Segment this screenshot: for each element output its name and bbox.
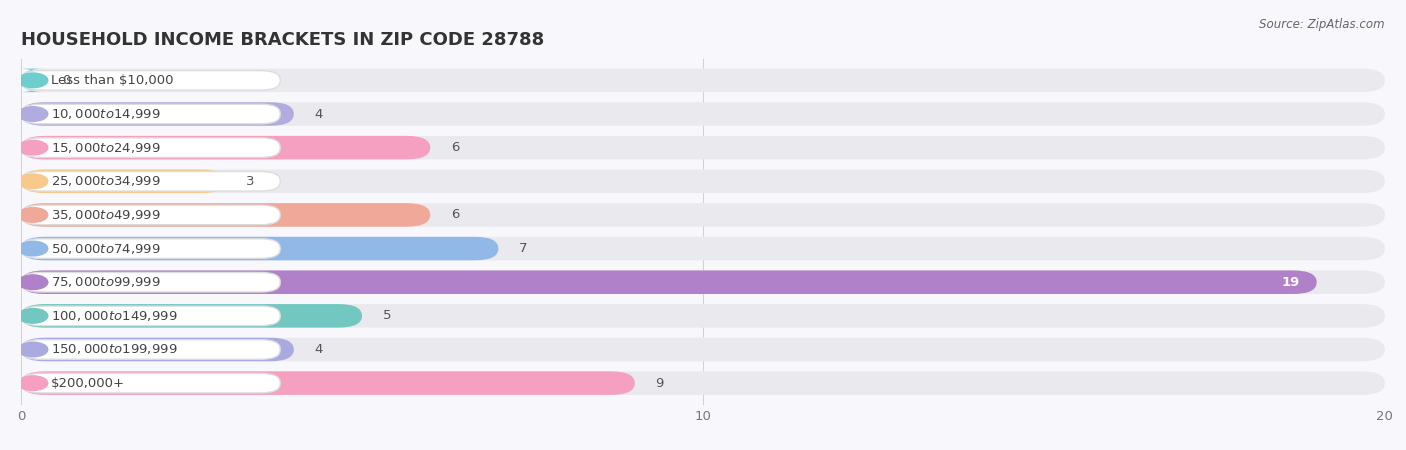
FancyBboxPatch shape [21,205,280,225]
Text: 6: 6 [451,141,460,154]
Text: $150,000 to $199,999: $150,000 to $199,999 [51,342,177,356]
FancyBboxPatch shape [21,203,430,227]
Circle shape [18,376,48,391]
Circle shape [18,174,48,189]
FancyBboxPatch shape [21,239,280,258]
Circle shape [18,309,48,323]
FancyBboxPatch shape [21,104,280,124]
Circle shape [18,140,48,155]
FancyBboxPatch shape [21,371,636,395]
Circle shape [18,207,48,222]
FancyBboxPatch shape [21,340,280,359]
FancyBboxPatch shape [21,138,280,157]
Circle shape [18,241,48,256]
Text: Less than $10,000: Less than $10,000 [51,74,173,87]
FancyBboxPatch shape [21,102,294,126]
Text: $35,000 to $49,999: $35,000 to $49,999 [51,208,160,222]
FancyBboxPatch shape [21,304,363,328]
FancyBboxPatch shape [18,68,45,92]
Text: 9: 9 [655,377,664,390]
FancyBboxPatch shape [21,136,1385,159]
Text: 4: 4 [315,108,323,121]
Text: 5: 5 [382,309,391,322]
Text: $25,000 to $34,999: $25,000 to $34,999 [51,174,160,188]
FancyBboxPatch shape [21,136,430,159]
FancyBboxPatch shape [21,338,1385,361]
Text: 7: 7 [519,242,527,255]
FancyBboxPatch shape [21,237,1385,261]
FancyBboxPatch shape [21,71,280,90]
FancyBboxPatch shape [21,237,499,261]
Text: 6: 6 [451,208,460,221]
Circle shape [18,73,48,88]
Text: 4: 4 [315,343,323,356]
FancyBboxPatch shape [21,338,294,361]
Circle shape [18,275,48,289]
Text: 3: 3 [246,175,254,188]
FancyBboxPatch shape [21,272,280,292]
Text: $200,000+: $200,000+ [51,377,125,390]
Text: $50,000 to $74,999: $50,000 to $74,999 [51,242,160,256]
FancyBboxPatch shape [21,203,1385,227]
FancyBboxPatch shape [21,270,1317,294]
Text: Source: ZipAtlas.com: Source: ZipAtlas.com [1260,18,1385,31]
Text: $15,000 to $24,999: $15,000 to $24,999 [51,141,160,155]
Text: 19: 19 [1281,276,1299,289]
Text: $100,000 to $149,999: $100,000 to $149,999 [51,309,177,323]
Circle shape [18,107,48,122]
FancyBboxPatch shape [21,270,1385,294]
FancyBboxPatch shape [21,68,1385,92]
FancyBboxPatch shape [21,371,1385,395]
Text: 0: 0 [62,74,70,87]
FancyBboxPatch shape [21,306,280,326]
FancyBboxPatch shape [21,374,280,393]
Circle shape [18,342,48,357]
FancyBboxPatch shape [21,171,280,191]
FancyBboxPatch shape [21,102,1385,126]
Text: $75,000 to $99,999: $75,000 to $99,999 [51,275,160,289]
FancyBboxPatch shape [21,304,1385,328]
Text: HOUSEHOLD INCOME BRACKETS IN ZIP CODE 28788: HOUSEHOLD INCOME BRACKETS IN ZIP CODE 28… [21,31,544,49]
FancyBboxPatch shape [21,170,226,193]
Text: $10,000 to $14,999: $10,000 to $14,999 [51,107,160,121]
FancyBboxPatch shape [21,170,1385,193]
